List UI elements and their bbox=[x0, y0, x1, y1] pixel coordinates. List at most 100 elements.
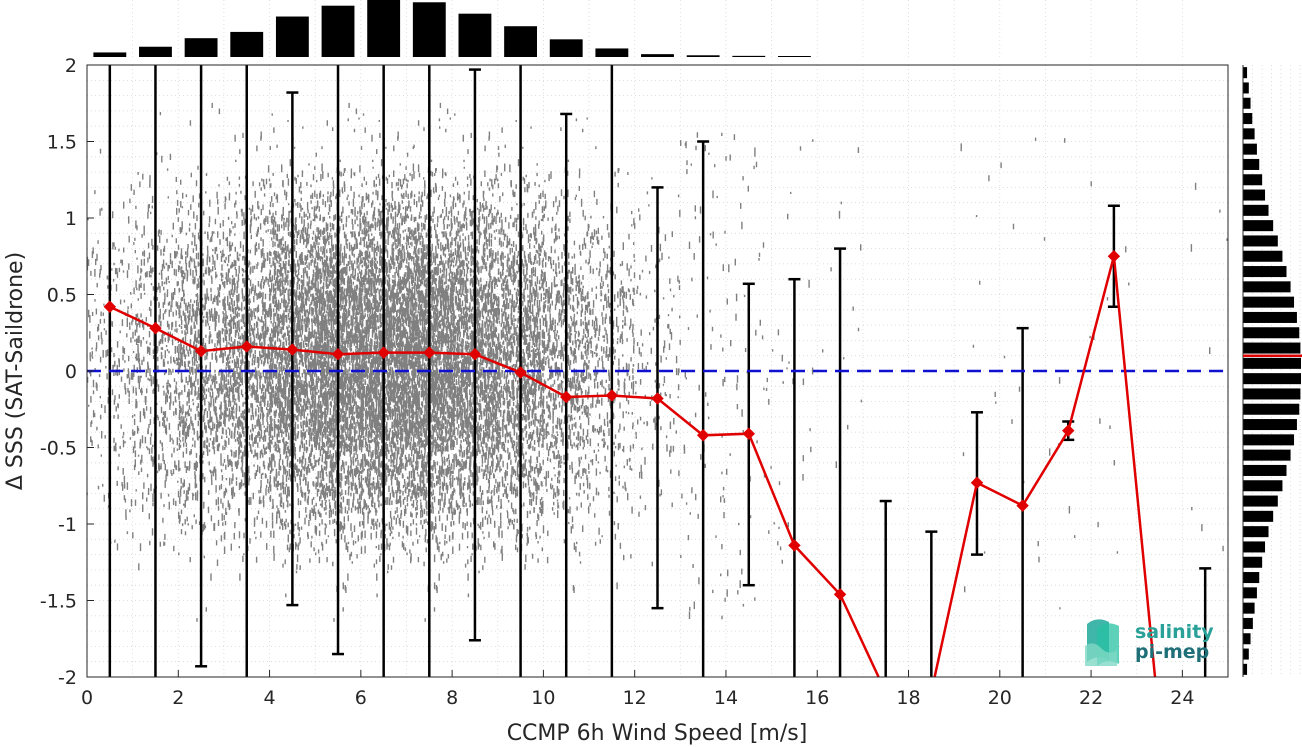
side-histogram-bar bbox=[1243, 82, 1249, 94]
side-histogram-bar bbox=[1243, 296, 1295, 308]
top-histogram-bar bbox=[549, 39, 583, 57]
mean-marker bbox=[514, 366, 527, 379]
mean-marker bbox=[286, 343, 299, 356]
mean-line bbox=[109, 255, 1157, 677]
x-tick-label: 2 bbox=[172, 687, 184, 709]
y-tick-label: -1.5 bbox=[40, 591, 77, 613]
side-histogram-bar bbox=[1243, 174, 1263, 186]
side-histogram-bar bbox=[1243, 373, 1301, 385]
side-histogram-bar bbox=[1243, 617, 1253, 629]
scatter-cloud bbox=[86, 102, 1228, 622]
top-histogram-bar bbox=[686, 55, 720, 57]
x-tick-label: 22 bbox=[1079, 687, 1103, 709]
top-histogram-bar bbox=[367, 0, 401, 57]
mean-marker bbox=[1016, 499, 1029, 512]
top-histogram-bar bbox=[732, 55, 766, 57]
y-tick-label: 1.5 bbox=[47, 132, 77, 154]
side-histogram-bar bbox=[1243, 67, 1248, 79]
x-tick-label: 24 bbox=[1170, 687, 1194, 709]
top-histogram-bar bbox=[595, 48, 629, 57]
y-tick-label: 2 bbox=[65, 55, 77, 77]
side-histogram-bar bbox=[1243, 495, 1278, 507]
side-histogram-bar bbox=[1243, 220, 1274, 232]
x-tick-label: 18 bbox=[896, 687, 920, 709]
side-histogram-bar bbox=[1243, 342, 1301, 354]
mean-marker bbox=[788, 539, 801, 552]
y-tick-label: -0.5 bbox=[40, 438, 77, 460]
logo-wave-icon bbox=[1085, 619, 1119, 666]
top-histogram bbox=[87, 0, 1228, 58]
mean-marker bbox=[331, 347, 345, 361]
side-histogram-bar bbox=[1243, 235, 1278, 247]
side-histogram-bar bbox=[1243, 556, 1263, 568]
side-histogram-bar bbox=[1243, 204, 1269, 216]
x-tick-label: 8 bbox=[446, 687, 458, 709]
side-histogram-bar bbox=[1243, 189, 1266, 201]
side-histogram-bar bbox=[1243, 602, 1255, 614]
side-histogram-bar bbox=[1243, 281, 1291, 293]
y-axis-ticks: 2 1.5 1 0.5 0 -0.5 -1 -1.5 -2 bbox=[40, 55, 94, 689]
side-histogram-bar bbox=[1243, 587, 1257, 599]
side-histogram-bar bbox=[1243, 434, 1295, 446]
top-histogram-bar bbox=[93, 52, 127, 57]
x-tick-label: 16 bbox=[805, 687, 829, 709]
mean-marker bbox=[742, 427, 755, 440]
side-histogram-bar bbox=[1243, 97, 1251, 109]
mean-marker bbox=[833, 588, 847, 601]
side-histogram-bar bbox=[1243, 388, 1301, 400]
top-histogram-bar bbox=[641, 54, 674, 57]
side-histogram-bar bbox=[1243, 143, 1257, 155]
x-tick-label: 10 bbox=[531, 687, 555, 709]
mean-marker bbox=[377, 346, 390, 359]
y-tick-label: 0 bbox=[65, 361, 77, 383]
mean-marker bbox=[103, 300, 117, 313]
logo-text-salinity: salinity bbox=[1135, 621, 1214, 643]
y-tick-label: -1 bbox=[58, 514, 77, 536]
side-histogram-bar bbox=[1243, 311, 1297, 323]
y-tick-label: 1 bbox=[65, 208, 77, 230]
top-histogram-bar bbox=[321, 5, 355, 57]
top-histogram-bar bbox=[777, 56, 811, 57]
side-histogram-bar bbox=[1243, 403, 1300, 415]
y-tick-label: 0.5 bbox=[47, 285, 77, 307]
side-histogram-bar bbox=[1243, 327, 1300, 339]
side-histogram-bar bbox=[1243, 480, 1283, 492]
x-axis-ticks: 0 2 4 6 8 10 12 14 16 18 20 22 24 bbox=[81, 670, 1194, 709]
side-histogram-bar bbox=[1243, 113, 1253, 125]
top-histogram-bar bbox=[458, 13, 492, 57]
x-tick-label: 20 bbox=[988, 687, 1012, 709]
side-histogram-bar bbox=[1243, 663, 1248, 675]
top-histogram-bar bbox=[184, 38, 218, 57]
bin-mean-series bbox=[103, 250, 1157, 677]
side-histogram bbox=[1242, 65, 1302, 677]
mean-marker bbox=[194, 344, 208, 358]
mean-marker bbox=[240, 340, 253, 353]
side-histogram-bar bbox=[1243, 449, 1291, 461]
side-histogram-bar bbox=[1243, 250, 1283, 262]
side-histogram-bar bbox=[1243, 510, 1274, 522]
mean-marker bbox=[1107, 250, 1121, 263]
y-axis-label: Δ SSS (SAT-Saildrone) bbox=[3, 252, 28, 490]
side-histogram-bar bbox=[1243, 633, 1251, 645]
top-histogram-bar bbox=[139, 46, 172, 57]
main-plot: 0 2 4 6 8 10 12 14 16 18 20 22 24 21.510.50-0.5-1-1.… bbox=[40, 55, 1229, 709]
side-histogram-bar bbox=[1243, 526, 1269, 538]
side-histogram-bar bbox=[1243, 357, 1301, 369]
top-histogram-bar bbox=[504, 26, 538, 57]
x-tick-label: 0 bbox=[81, 687, 93, 709]
mean-marker bbox=[696, 429, 710, 442]
x-tick-label: 4 bbox=[264, 687, 276, 709]
y-tick-label: -2 bbox=[58, 667, 77, 689]
mean-marker bbox=[1062, 424, 1075, 437]
salinity-pi-mep-logo: salinity pi-mep bbox=[1085, 619, 1214, 666]
top-histogram-bar bbox=[230, 31, 264, 57]
mean-marker bbox=[423, 346, 436, 359]
x-tick-label: 12 bbox=[623, 687, 647, 709]
mean-marker bbox=[468, 347, 482, 361]
mean-marker bbox=[605, 389, 619, 402]
mean-marker bbox=[970, 476, 984, 489]
mean-marker bbox=[560, 390, 573, 404]
logo-text-pi-mep: pi-mep bbox=[1135, 641, 1209, 663]
side-histogram-bar bbox=[1243, 464, 1287, 476]
x-tick-label: 14 bbox=[714, 687, 738, 709]
